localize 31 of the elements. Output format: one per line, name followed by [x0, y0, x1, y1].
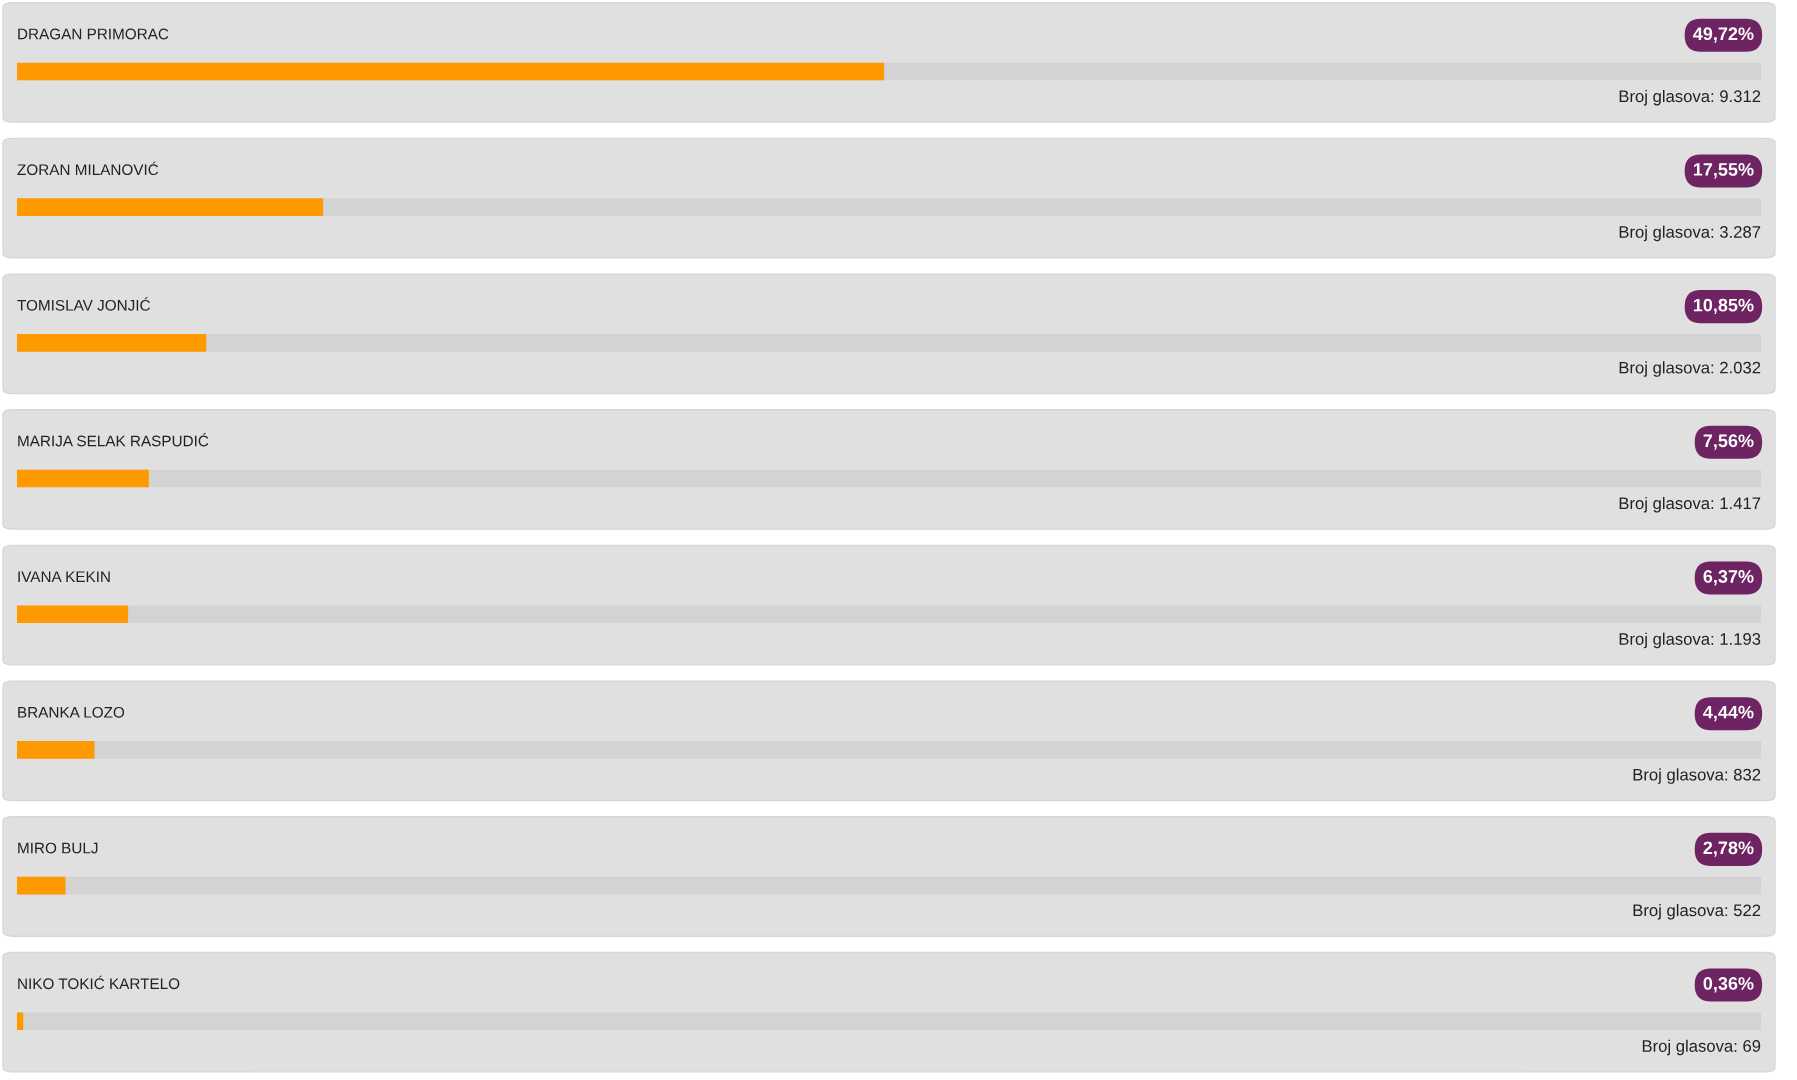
y-tick-label: MARIJA SELAK RASPUDIĆ	[18, 433, 209, 447]
annotation: Broj glasova: 69	[1642, 1039, 1761, 1056]
bar	[17, 469, 149, 488]
y-tick-label: BRANKA LOZO	[18, 706, 125, 718]
y-tick-label: NIKO TOKIĆ KARTELO	[18, 975, 180, 990]
bar	[17, 876, 66, 895]
data-label: 2,78%	[1703, 841, 1754, 857]
data-label: 4,44%	[1703, 705, 1754, 722]
bar	[17, 198, 324, 216]
annotation: Broj glasova: 832	[1633, 768, 1761, 784]
data-label: 0,36%	[1703, 977, 1754, 993]
bar	[17, 1012, 24, 1031]
y-tick-label: IVANA KEKIN	[18, 571, 110, 582]
bar	[17, 605, 129, 624]
y-tick-label: MIRO BULJ	[18, 842, 98, 854]
annotation: Broj glasova: 9.312	[1619, 89, 1761, 106]
annotation: Broj glasova: 1.193	[1619, 632, 1761, 649]
data-label: 17,55%	[1693, 163, 1754, 179]
annotation: Broj glasova: 2.032	[1619, 361, 1761, 377]
data-label: 10,85%	[1693, 298, 1754, 315]
y-tick-label: ZORAN MILANOVIĆ	[17, 161, 159, 176]
y-tick-label: TOMISLAV JONJIĆ	[17, 297, 150, 311]
annotation: Broj glasova: 1.417	[1619, 496, 1761, 513]
annotation: Broj glasova: 3.287	[1619, 225, 1761, 242]
bar	[17, 334, 207, 352]
data-label: 49,72%	[1693, 27, 1754, 43]
bar	[17, 741, 95, 759]
y-tick-label: DRAGAN PRIMORAC	[18, 28, 169, 40]
data-label: 6,37%	[1703, 570, 1754, 586]
annotation: Broj glasova: 522	[1633, 903, 1761, 920]
data-label: 7,56%	[1703, 434, 1754, 450]
